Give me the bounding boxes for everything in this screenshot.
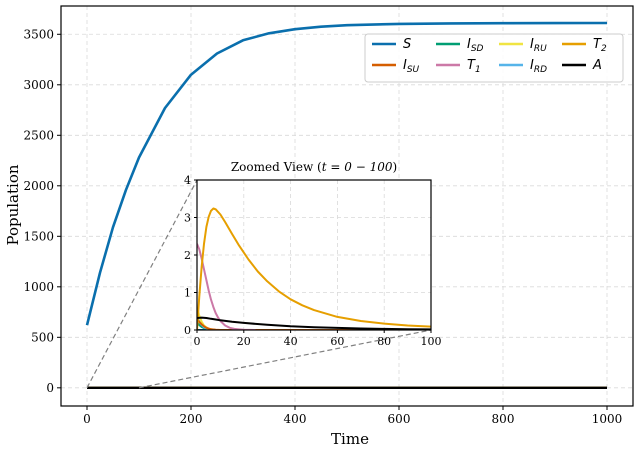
inset-series-t-2: [197, 207, 431, 330]
main-y-tick-label: 1500: [23, 229, 54, 243]
main-x-tick-label: 0: [83, 412, 91, 426]
inset-series-t-1: [197, 243, 256, 330]
x-axis-label: Time: [331, 430, 369, 448]
inset-x-tick-label: 40: [284, 335, 298, 348]
main-x-tick-label: 200: [180, 412, 203, 426]
inset-series-a: [197, 316, 431, 330]
zoom-connector-lines: [86, 179, 432, 389]
inset-y-tick-label: 0: [184, 324, 191, 337]
y-axis-label: Population: [4, 164, 22, 245]
inset-zoom-chart: 0 20 40 60 80 100 0 1 2 3 4 Zoomed View (t = 0 − …: [184, 160, 442, 348]
inset-y-tick-label: 2: [184, 249, 191, 262]
inset-x-tick-label: 100: [421, 335, 442, 348]
zoom-connector-left: [86, 179, 198, 389]
main-y-tick-label: 3000: [23, 78, 54, 92]
main-x-tick-label: 1000: [592, 412, 623, 426]
legend-label-t-1: T1: [467, 58, 481, 75]
inset-x-tick-label: 80: [377, 335, 391, 348]
main-y-tick-label: 500: [31, 330, 54, 344]
legend: S ISD IRU T2 ISU T1 IRD A: [364, 33, 624, 83]
main-x-tick-label: 400: [284, 412, 307, 426]
main-y-tick-label: 1000: [23, 280, 54, 294]
legend-label-i-ru: IRU: [530, 37, 547, 54]
main-y-tick-label: 3500: [23, 27, 54, 41]
legend-label-i-rd: IRD: [530, 58, 547, 75]
inset-title: Zoomed View (t = 0 − 100): [231, 160, 397, 174]
legend-label-s: S: [403, 37, 411, 52]
inset-y-tick-label: 3: [184, 212, 191, 225]
main-x-tick-label: 600: [388, 412, 411, 426]
inset-x-ticks: 0 20 40 60 80 100: [194, 330, 442, 348]
main-x-ticks: 0 200 400 600 800 1000: [83, 406, 622, 426]
legend-label-i-sd: ISD: [467, 37, 484, 54]
main-plot-area: [85, 21, 608, 389]
legend-box: [364, 33, 624, 83]
main-series-s: [85, 21, 608, 326]
main-x-tick-label: 800: [492, 412, 515, 426]
inset-y-ticks: 0 1 2 3 4: [184, 174, 197, 337]
legend-label-a: A: [592, 58, 602, 73]
inset-y-tick-label: 4: [184, 174, 191, 187]
main-y-tick-label: 2500: [23, 128, 54, 142]
inset-x-tick-label: 20: [237, 335, 251, 348]
inset-x-tick-label: 60: [330, 335, 344, 348]
main-y-tick-label: 0: [46, 381, 54, 395]
legend-label-i-su: ISU: [403, 58, 420, 75]
main-axes-frame: [60, 5, 634, 407]
zoom-connector-right: [138, 329, 432, 389]
inset-plot-area: [197, 207, 431, 330]
legend-label-t-2: T2: [593, 37, 607, 54]
inset-x-tick-label: 0: [194, 335, 201, 348]
main-y-ticks: 0 500 1000 1500 2000 2500 3000 3500: [23, 27, 61, 395]
main-y-tick-label: 2000: [23, 179, 54, 193]
inset-y-tick-label: 1: [184, 287, 191, 300]
